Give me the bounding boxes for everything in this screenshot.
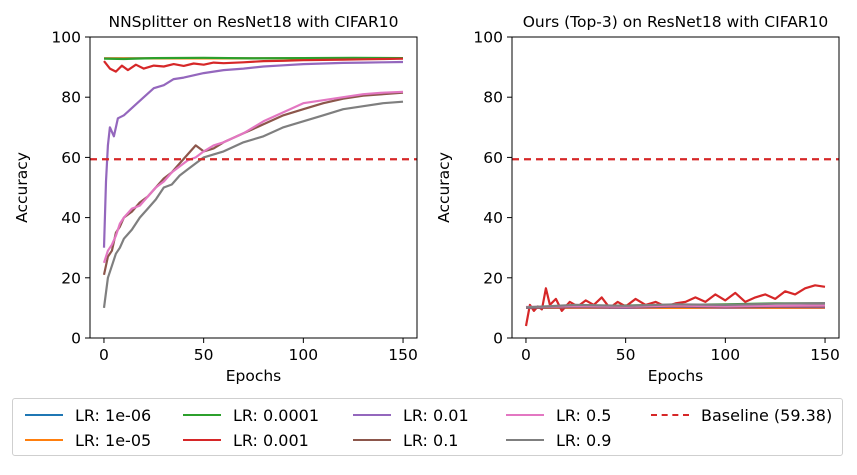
legend-swatch-lr-0.001	[183, 439, 221, 441]
right-ytick-label-80: 80	[483, 89, 503, 107]
legend-swatch-lr-0.0001	[183, 414, 221, 416]
legend-item-lr-1e-05: LR: 1e-05	[25, 429, 151, 451]
legend-label-lr-0.9: LR: 0.9	[556, 430, 612, 450]
right-xtick-label-150: 150	[810, 346, 840, 364]
right-y-axis-label: Accuracy	[435, 152, 453, 223]
right-xtick-label-50: 50	[616, 346, 636, 364]
legend-label-lr-0.1: LR: 0.1	[403, 430, 459, 450]
legend-label-lr-0.5: LR: 0.5	[556, 405, 612, 425]
right-ytick-label-60: 60	[483, 149, 503, 167]
left-ytick-label-100: 100	[51, 29, 81, 47]
right-plot: Ours (Top-3) on ResNet18 with CIFAR10 0 20…	[435, 13, 840, 385]
legend-item-lr-0.001: LR: 0.001	[183, 429, 309, 451]
legend-label-lr-0.01: LR: 0.01	[403, 405, 469, 425]
left-xtick-label-150: 150	[388, 346, 418, 364]
legend-item-baseline: Baseline (59.38)	[651, 404, 832, 426]
legend-label-lr-1e-05: LR: 1e-05	[75, 430, 152, 450]
legend-item-lr-0.9: LR: 0.9	[506, 429, 611, 451]
legend-swatch-lr-0.5	[506, 414, 544, 416]
legend-item-lr-0.1: LR: 0.1	[353, 429, 458, 451]
right-ytick-label-100: 100	[473, 29, 503, 47]
right-xtick-label-0: 0	[521, 346, 531, 364]
left-series-lr-0.1	[102, 91, 404, 276]
left-y-axis-label: Accuracy	[13, 152, 31, 223]
legend-item-lr-1e-06: LR: 1e-06	[25, 404, 151, 426]
left-xtick-label-0: 0	[99, 346, 109, 364]
left-ytick-label-40: 40	[61, 209, 81, 227]
left-ytick-label-80: 80	[61, 89, 81, 107]
legend-label-lr-0.0001: LR: 0.0001	[233, 405, 319, 425]
legend-label-lr-0.001: LR: 0.001	[233, 430, 309, 450]
right-series-lr-0.9	[525, 302, 826, 309]
right-ytick-label-0: 0	[493, 330, 503, 348]
right-chart-title: Ours (Top-3) on ResNet18 with CIFAR10	[523, 13, 829, 31]
left-series-lr-0.5	[102, 90, 404, 264]
legend: LR: 1e-06 LR: 1e-05 LR: 0.0001 LR: 0.001…	[12, 398, 843, 456]
legend-swatch-baseline	[651, 414, 689, 416]
left-x-axis-label: Epochs	[226, 367, 282, 385]
legend-item-lr-0.5: LR: 0.5	[506, 404, 611, 426]
left-series-lr-0.9	[102, 100, 404, 309]
right-xtick-label-100: 100	[711, 346, 741, 364]
left-xtick-label-100: 100	[289, 346, 319, 364]
legend-item-lr-0.0001: LR: 0.0001	[183, 404, 319, 426]
legend-swatch-lr-0.01	[353, 414, 391, 416]
legend-label-lr-1e-06: LR: 1e-06	[75, 405, 152, 425]
left-ytick-label-0: 0	[71, 330, 81, 348]
right-axes-frame	[511, 36, 840, 339]
right-ytick-label-20: 20	[483, 269, 503, 287]
right-series-lr-0.5	[525, 304, 826, 309]
left-ytick-label-60: 60	[61, 149, 81, 167]
right-ytick-label-40: 40	[483, 209, 503, 227]
right-x-axis-label: Epochs	[648, 367, 704, 385]
legend-swatch-lr-1e-05	[25, 439, 63, 441]
legend-swatch-lr-1e-06	[25, 414, 63, 416]
left-series-lr-0.001	[103, 57, 404, 73]
left-series-lr-0.01	[102, 60, 404, 248]
left-chart-title: NNSplitter on ResNet18 with CIFAR10	[108, 13, 398, 31]
left-ytick-label-20: 20	[61, 269, 81, 287]
legend-item-lr-0.01: LR: 0.01	[353, 404, 469, 426]
legend-label-baseline: Baseline (59.38)	[701, 405, 833, 425]
left-xtick-label-50: 50	[194, 346, 214, 364]
left-series-lr-0.0001	[103, 56, 404, 61]
left-plot: NNSplitter on ResNet18 with CIFAR10 0 20 40…	[13, 13, 418, 385]
left-axes-frame	[89, 36, 418, 339]
legend-swatch-lr-0.9	[506, 439, 544, 441]
legend-swatch-lr-0.1	[353, 439, 391, 441]
